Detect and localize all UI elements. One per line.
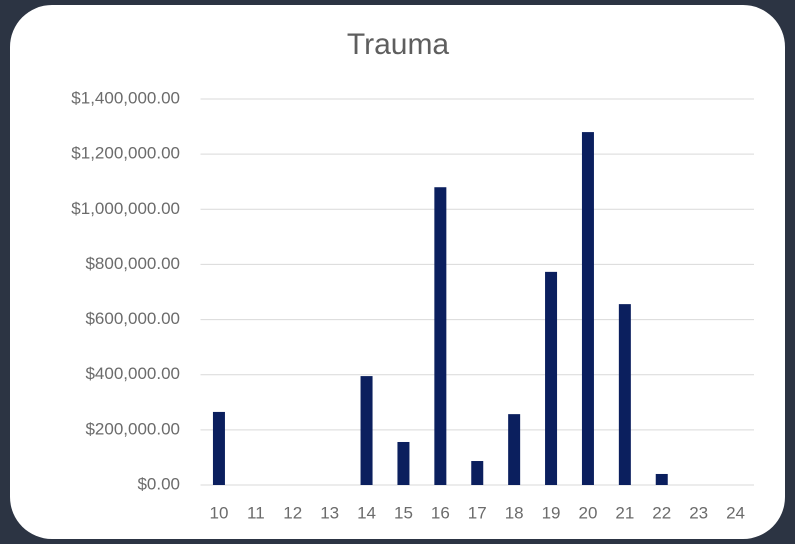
x-tick-label: 14 [357,503,376,522]
x-tick-label: 24 [726,503,745,522]
y-tick-label: $400,000.00 [85,364,180,383]
x-tick-label: 10 [209,503,228,522]
y-tick-label: $0.00 [137,474,180,493]
bar [471,461,484,485]
bar [581,132,594,486]
x-tick-label: 21 [615,503,634,522]
y-tick-label: $1,200,000.00 [71,144,180,163]
x-tick-label: 20 [578,503,597,522]
x-tick-label: 23 [689,503,708,522]
x-tick-label: 15 [394,503,413,522]
bar [212,411,225,485]
y-tick-label: $200,000.00 [85,419,180,438]
bar [360,376,373,485]
bar [434,187,447,485]
x-tick-label: 22 [652,503,671,522]
x-tick-label: 12 [283,503,302,522]
chart-title: Trauma [347,28,450,61]
bar [618,304,631,485]
bar [508,414,521,485]
bar [655,473,668,485]
x-tick-label: 13 [320,503,339,522]
x-tick-label: 18 [505,503,524,522]
x-tick-label: 16 [431,503,450,522]
y-tick-label: $800,000.00 [85,254,180,273]
y-tick-label: $1,000,000.00 [71,199,180,218]
x-tick-label: 19 [542,503,561,522]
y-tick-label: $600,000.00 [85,309,180,328]
bar [397,441,410,485]
bar [545,271,558,485]
y-tick-label: $1,400,000.00 [71,88,180,107]
x-tick-label: 17 [468,503,487,522]
x-tick-label: 11 [247,503,265,522]
